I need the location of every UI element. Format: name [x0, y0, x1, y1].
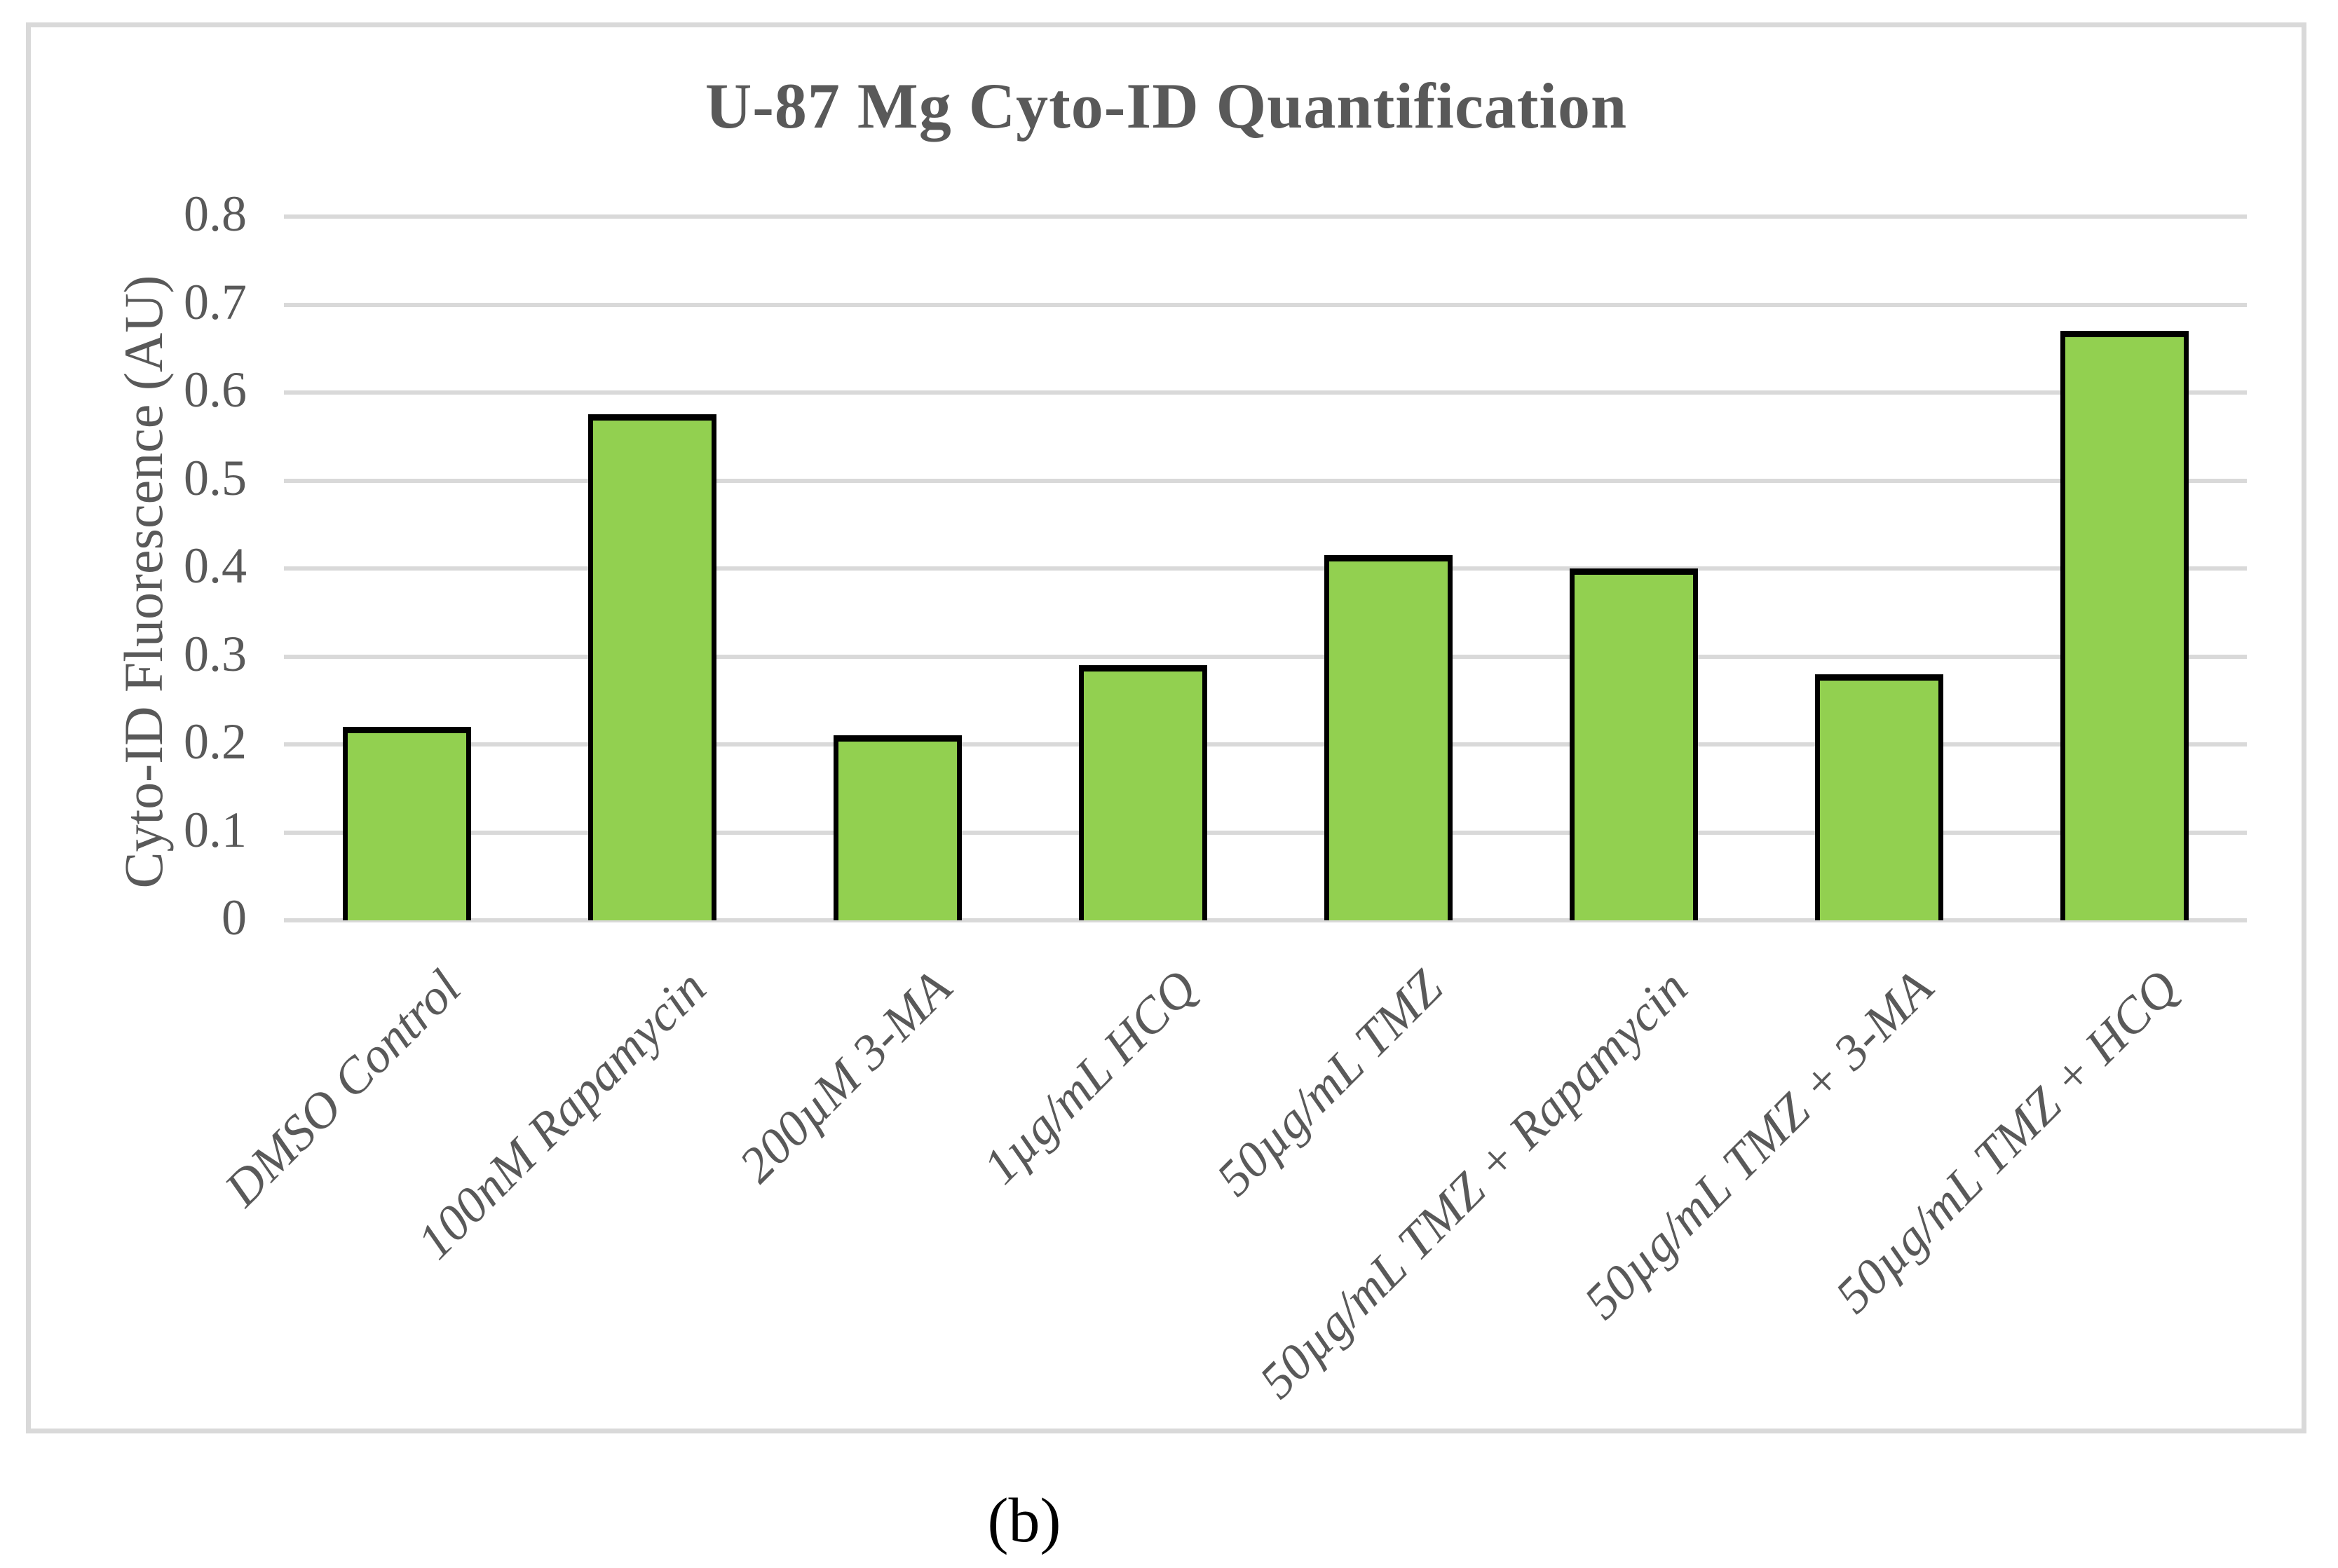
bar: [1569, 568, 1698, 920]
bar: [1814, 674, 1943, 920]
gridline: [284, 478, 2247, 483]
y-tick-label: 0.7: [184, 273, 247, 330]
bar: [587, 414, 716, 920]
gridline: [284, 654, 2247, 659]
y-tick-label: 0.1: [184, 801, 247, 858]
y-tick-label: 0.6: [184, 362, 247, 418]
y-tick-label: 0.8: [184, 186, 247, 243]
plot-area: [284, 214, 2247, 922]
gridline: [284, 918, 2247, 922]
bar: [833, 735, 962, 920]
y-tick-label: 0.3: [184, 625, 247, 682]
y-tick-label: 0: [222, 889, 247, 946]
bar: [342, 726, 471, 920]
figure-caption: (b): [987, 1486, 1061, 1555]
gridline: [284, 390, 2247, 395]
gridline: [284, 302, 2247, 307]
bar: [2060, 331, 2189, 920]
y-tick-label: 0.5: [184, 449, 247, 506]
chart-title: U-87 Mg Cyto-ID Quantification: [705, 70, 1628, 142]
y-tick-label: 0.2: [184, 714, 247, 770]
gridline: [284, 742, 2247, 746]
gridline: [284, 830, 2247, 835]
gridline: [284, 214, 2247, 219]
gridline: [284, 566, 2247, 571]
bar: [1324, 555, 1453, 920]
bar: [1078, 665, 1207, 920]
y-tick-label: 0.4: [184, 538, 247, 594]
